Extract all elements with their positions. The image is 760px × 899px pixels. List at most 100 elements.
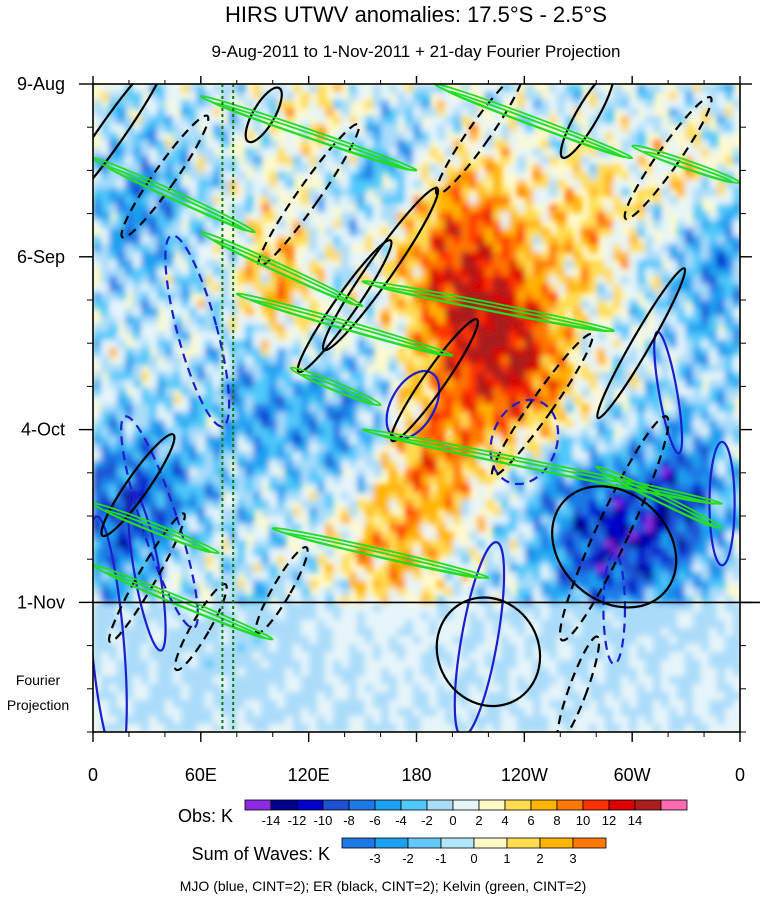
obs-colorbar-label: Obs: K bbox=[178, 806, 233, 826]
kelvin-contour bbox=[642, 150, 734, 184]
colorbar-tick-label: -3 bbox=[369, 851, 381, 866]
er-contour bbox=[434, 84, 524, 196]
er-contour bbox=[120, 114, 210, 239]
er-contour bbox=[596, 267, 687, 420]
colorbar-tick-label: -14 bbox=[262, 813, 281, 828]
waves-colorbar: -3 -2 -1 0 1 2 3 bbox=[341, 837, 607, 866]
colorbar-tick-label: -2 bbox=[421, 813, 433, 828]
colorbar-tick-label: -2 bbox=[402, 851, 414, 866]
colorbar-swatch bbox=[506, 837, 541, 849]
x-tick-label: 0 bbox=[735, 765, 745, 785]
colorbar-tick-label: 3 bbox=[569, 851, 576, 866]
er-contour bbox=[435, 596, 542, 708]
kelvin-contour bbox=[301, 373, 375, 406]
colorbar-tick-label: 14 bbox=[628, 813, 642, 828]
heatmap-field bbox=[93, 84, 740, 732]
er-contour bbox=[173, 582, 228, 672]
reference-lines bbox=[93, 84, 760, 732]
colorbar-swatch bbox=[556, 799, 584, 811]
waves-colorbar-label: Sum of Waves: K bbox=[192, 844, 330, 864]
x-tick-label: 60E bbox=[185, 765, 217, 785]
colorbar-tick-label: 12 bbox=[602, 813, 616, 828]
y-tick-label: 4-Oct bbox=[21, 420, 65, 440]
projection-label-line2: Projection bbox=[7, 697, 69, 713]
colorbar-tick-label: -6 bbox=[369, 813, 381, 828]
colorbar-swatch bbox=[572, 837, 607, 849]
er-contour bbox=[490, 332, 594, 478]
colorbar-tick-label: -8 bbox=[343, 813, 355, 828]
colorbar-swatch bbox=[440, 837, 475, 849]
er-contour bbox=[107, 512, 186, 644]
obs-colorbar: -14 -12 -10 -8 -6 -4 -2 0 2 4 6 8 10 12 14 bbox=[244, 799, 688, 828]
y-tick-label: 6-Sep bbox=[17, 247, 65, 267]
er-contour bbox=[556, 635, 601, 732]
kelvin-contour bbox=[284, 532, 483, 580]
colorbar-tick-label: 6 bbox=[527, 813, 534, 828]
mjo-contour bbox=[602, 551, 627, 666]
colorbar-tick-label: -4 bbox=[395, 813, 407, 828]
mjo-contour bbox=[164, 234, 231, 428]
colorbar-swatch bbox=[504, 799, 532, 811]
y-tick-label: 1-Nov bbox=[17, 592, 65, 612]
y-axis: 9-Aug 6-Sep 4-Oct 1-Nov bbox=[17, 74, 752, 733]
x-tick-label: 120W bbox=[501, 765, 548, 785]
x-tick-label: 180 bbox=[401, 765, 431, 785]
er-contour bbox=[551, 485, 678, 609]
er-contour bbox=[257, 122, 361, 268]
kelvin-contour bbox=[374, 284, 608, 333]
colorbar-swatch bbox=[348, 799, 376, 811]
colorbar-swatch bbox=[530, 799, 558, 811]
colorbar-swatch bbox=[374, 799, 402, 811]
colorbar-tick-label: 2 bbox=[475, 813, 482, 828]
colorbar-swatch bbox=[608, 799, 636, 811]
x-tick-label: 0 bbox=[88, 765, 98, 785]
er-contour bbox=[100, 433, 176, 538]
kelvin-contour bbox=[374, 433, 716, 506]
kelvin-contour bbox=[606, 473, 716, 529]
x-tick-label: 60W bbox=[614, 765, 651, 785]
chart-subtitle: 9-Aug-2011 to 1-Nov-2011 + 21-day Fourie… bbox=[211, 42, 620, 61]
projection-label-line1: Fourier bbox=[16, 672, 61, 688]
colorbar-swatch bbox=[322, 799, 350, 811]
er-contour bbox=[559, 84, 615, 160]
colorbar-tick-label: 8 bbox=[553, 813, 560, 828]
kelvin-contour bbox=[211, 101, 411, 172]
legend-footer: MJO (blue, CINT=2); ER (black, CINT=2); … bbox=[180, 878, 587, 894]
colorbar-swatch bbox=[539, 837, 574, 849]
colorbar-swatch bbox=[473, 837, 508, 849]
colorbar-tick-label: 10 bbox=[576, 813, 590, 828]
mjo-contour bbox=[127, 491, 167, 652]
mjo-contour bbox=[453, 541, 506, 732]
colorbar-tick-label: -10 bbox=[314, 813, 333, 828]
colorbar-tick-label: -12 bbox=[288, 813, 307, 828]
kelvin-contour bbox=[247, 298, 447, 357]
colorbar-tick-label: 2 bbox=[536, 851, 543, 866]
chart-title: HIRS UTWV anomalies: 17.5°S - 2.5°S bbox=[225, 2, 607, 27]
colorbar-swatch bbox=[452, 799, 480, 811]
colorbar-tick-label: 1 bbox=[503, 851, 510, 866]
colorbar-swatch bbox=[244, 799, 272, 811]
kelvin-contour bbox=[103, 164, 249, 232]
x-tick-label: 120E bbox=[288, 765, 330, 785]
colorbar-swatch bbox=[582, 799, 610, 811]
colorbar-swatch bbox=[400, 799, 428, 811]
x-axis: 0 60E 120E 180 120W 60W 0 bbox=[88, 76, 745, 785]
er-contour bbox=[389, 318, 479, 443]
colorbar-swatch bbox=[407, 837, 442, 849]
mjo-contour bbox=[93, 515, 128, 732]
er-contour bbox=[93, 84, 170, 216]
kelvin-contour bbox=[103, 509, 213, 554]
y-tick-label: 9-Aug bbox=[17, 74, 65, 94]
kelvin-contour bbox=[445, 89, 626, 159]
colorbar-tick-label: -1 bbox=[435, 851, 447, 866]
kelvin-contour bbox=[210, 238, 357, 307]
colorbar-swatch bbox=[341, 837, 376, 849]
colorbar-swatch bbox=[270, 799, 298, 811]
er-contour bbox=[296, 239, 393, 374]
colorbar-swatch bbox=[426, 799, 454, 811]
colorbar-swatch bbox=[374, 837, 409, 849]
colorbar-swatch bbox=[660, 799, 688, 811]
colorbar-swatch bbox=[296, 799, 324, 811]
colorbar-swatch bbox=[478, 799, 506, 811]
